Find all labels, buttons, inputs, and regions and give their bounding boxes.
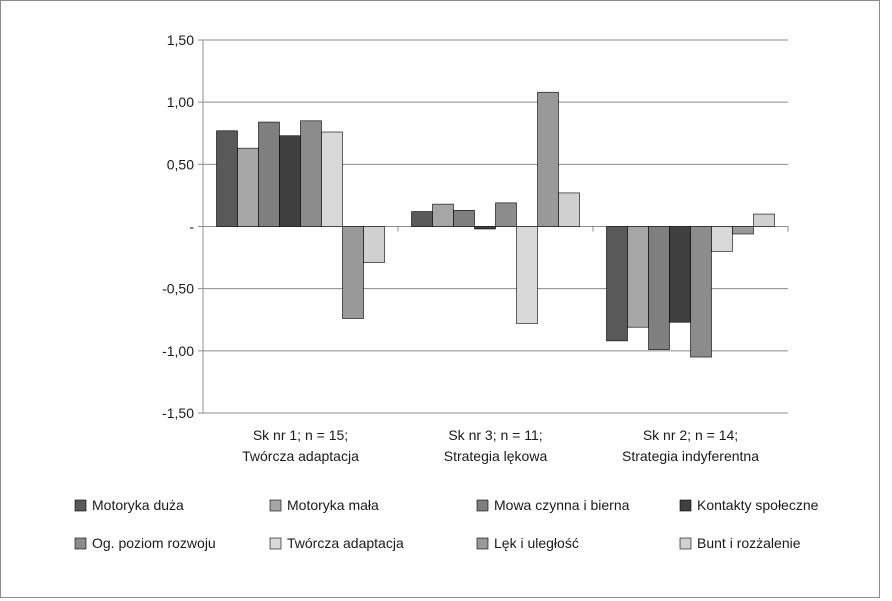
y-tick-label: -1,00 (162, 343, 194, 359)
bar (453, 210, 475, 227)
y-tick-label: - (189, 219, 194, 235)
bar (237, 147, 259, 227)
bar (648, 226, 670, 350)
bar (279, 135, 301, 227)
legend-label: Og. poziom rozwoju (92, 535, 216, 551)
y-tick-label: 1,50 (167, 32, 194, 48)
bar (300, 120, 322, 227)
legend-swatch (269, 537, 282, 550)
bar (753, 213, 775, 227)
bar (216, 130, 238, 227)
bar (537, 91, 559, 227)
legend-label: Lęk i uległość (494, 535, 579, 551)
y-tick-label: 0,50 (167, 156, 194, 172)
legend-swatch (679, 537, 692, 550)
bar (690, 226, 712, 358)
bar (321, 131, 343, 227)
legend-label: Twórcza adaptacja (287, 535, 404, 551)
category-label: Sk nr 3; n = 11; (448, 427, 542, 443)
bar (258, 121, 280, 227)
bar (669, 226, 691, 323)
legend-swatch (269, 499, 282, 512)
bar (474, 226, 496, 230)
category-label: Twórcza adaptacja (242, 448, 359, 464)
legend-label: Mowa czynna i bierna (494, 497, 630, 513)
legend-label: Bunt i rozżalenie (697, 535, 801, 551)
category-label: Sk nr 2; n = 14; (643, 427, 738, 443)
legend-swatch (476, 537, 489, 550)
legend-label: Kontakty społeczne (697, 497, 819, 513)
bar (363, 226, 385, 263)
y-tick-label: -1,50 (162, 405, 194, 421)
bar (516, 226, 538, 324)
bar (432, 203, 454, 227)
bar (606, 226, 628, 342)
legend-label: Motoryka mała (287, 497, 379, 513)
bar (558, 192, 580, 227)
bar (732, 226, 754, 235)
bar (495, 202, 517, 227)
legend-swatch (74, 499, 87, 512)
legend-swatch (74, 537, 87, 550)
bar (411, 211, 433, 227)
category-label: Sk nr 1; n = 15; (253, 427, 348, 443)
category-label: Strategia indyferentna (622, 448, 759, 464)
bar (711, 226, 733, 252)
legend-swatch (679, 499, 692, 512)
y-tick-label: -0,50 (162, 281, 194, 297)
legend-label: Motoryka duża (92, 497, 184, 513)
bar (627, 226, 649, 328)
bar (342, 226, 364, 319)
legend-swatch (476, 499, 489, 512)
category-label: Strategia lękowa (444, 448, 548, 464)
y-tick-label: 1,00 (167, 94, 194, 110)
